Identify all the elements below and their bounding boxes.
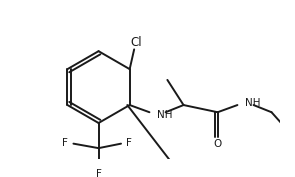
Text: Cl: Cl: [130, 36, 142, 49]
Text: F: F: [126, 138, 132, 148]
Text: O: O: [214, 139, 222, 149]
Text: F: F: [63, 138, 68, 148]
Text: NH: NH: [157, 110, 172, 120]
Text: F: F: [96, 169, 101, 177]
Text: NH: NH: [245, 98, 260, 108]
